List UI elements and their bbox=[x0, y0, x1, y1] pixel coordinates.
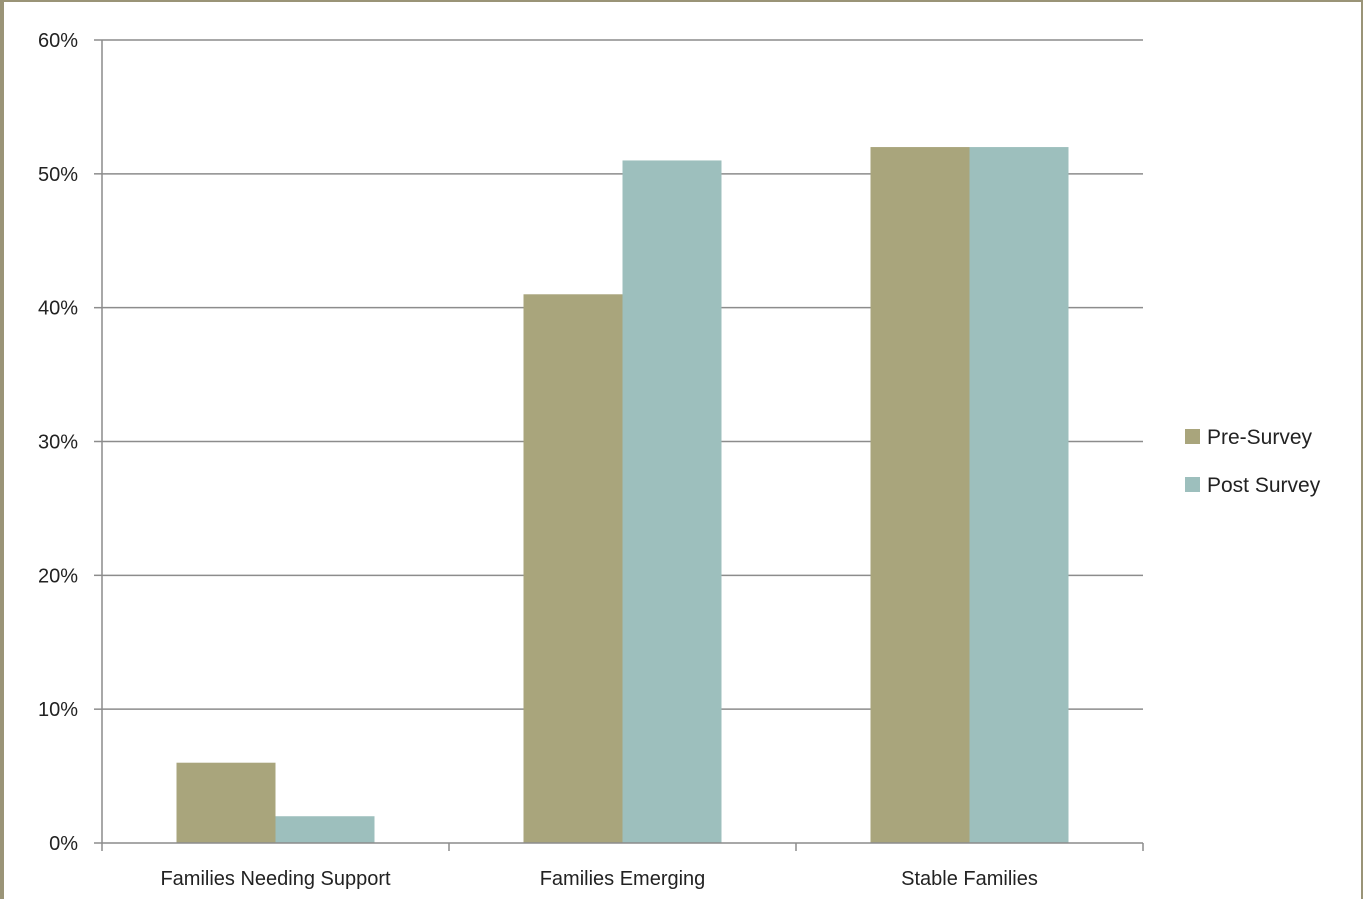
bar-pre-survey-1 bbox=[523, 294, 623, 843]
y-tick-label: 30% bbox=[38, 432, 78, 454]
bar-post-survey-1 bbox=[622, 160, 722, 843]
tick-labels: 0% 10% 20% 30% 40% 50% 60% Families Needing Sup… bbox=[38, 30, 1038, 890]
axes bbox=[94, 39, 1144, 851]
legend-label: Pre-Survey bbox=[1207, 426, 1313, 449]
bar-chart: 0% 10% 20% 30% 40% 50% 60% Families Needing Sup… bbox=[38, 30, 1321, 890]
bar-pre-survey-2 bbox=[870, 147, 970, 844]
bars bbox=[176, 147, 1069, 844]
x-tick-label: Families Needing Support bbox=[160, 868, 391, 890]
y-tick-label: 50% bbox=[38, 164, 78, 186]
legend-swatch bbox=[1185, 429, 1200, 444]
legend: Pre-Survey Post Survey bbox=[1185, 426, 1321, 497]
x-tick-label: Families Emerging bbox=[540, 868, 706, 890]
y-tick-label: 40% bbox=[38, 298, 78, 320]
x-tick-label: Stable Families bbox=[901, 868, 1038, 890]
y-tick-label: 20% bbox=[38, 565, 78, 587]
legend-swatch bbox=[1185, 477, 1200, 492]
y-tick-label: 10% bbox=[38, 699, 78, 721]
bar-post-survey-2 bbox=[969, 147, 1069, 844]
y-tick-label: 60% bbox=[38, 30, 78, 52]
y-tick-label: 0% bbox=[49, 833, 78, 855]
bar-pre-survey-0 bbox=[176, 762, 276, 843]
bar-post-survey-0 bbox=[275, 816, 375, 843]
legend-label: Post Survey bbox=[1207, 474, 1321, 497]
